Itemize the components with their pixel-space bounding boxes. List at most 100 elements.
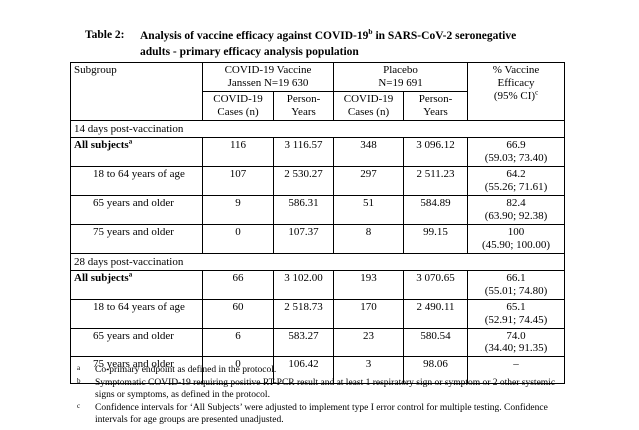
placebo-cases-cell: 348	[333, 136, 405, 167]
table-title-text: Analysis of vaccine efficacy against COV…	[140, 27, 535, 60]
header-placebo-group: Placebo N=19 691	[333, 62, 469, 92]
vaccine-cases-cell: 0	[202, 223, 274, 254]
table-title-label: Table 2:	[85, 29, 125, 41]
vaccine-cases-cell: 9	[202, 194, 274, 225]
vaccine-person-years-cell: 2 518.73	[272, 298, 335, 329]
efficacy-ci: (55.01; 74.80)	[484, 284, 548, 297]
section-row-14-days: 14 days post-vaccination	[69, 119, 566, 138]
header-placebo-cases: COVID-19 Cases (n)	[333, 90, 405, 121]
table-row-65-older-28d: 65 years and older 6 583.27 23 580.54 74…	[70, 327, 566, 358]
header-vaccine-efficacy-superscript: c	[535, 88, 539, 97]
efficacy-cell: 66.9 (59.03; 73.40)	[467, 136, 566, 167]
header-vaccine-person-years: Person- Years	[272, 90, 335, 121]
vaccine-cases-cell: 0	[202, 356, 274, 385]
footnote-marker: c	[77, 401, 81, 410]
efficacy-value: 65.1	[506, 300, 526, 313]
table-title: Table 2: Analysis of vaccine efficacy ag…	[85, 27, 535, 60]
section-title: 14 days post-vaccination	[69, 119, 566, 138]
table-row-18-64-28d: 18 to 64 years of age 60 2 518.73 170 2 …	[70, 298, 566, 329]
header-vaccine-efficacy-text: % Vaccine Efficacy (95% CI)	[492, 64, 540, 102]
efficacy-ci: (52.91; 74.45)	[484, 313, 548, 326]
footnote-text: Confidence intervals for ‘All Subjects’ …	[95, 402, 548, 425]
footnote-c: c Confidence intervals for ‘All Subjects…	[75, 401, 575, 427]
efficacy-cell: 74.0 (34.40; 91.35)	[467, 327, 566, 358]
footnote-marker: b	[77, 376, 81, 385]
header-placebo-person-years: Person- Years	[403, 90, 469, 121]
efficacy-ci: (34.40; 91.35)	[484, 342, 548, 355]
row-label: 65 years and older	[70, 327, 203, 358]
vaccine-person-years-cell: 107.37	[272, 223, 335, 254]
efficacy-ci: (59.03; 73.40)	[484, 151, 548, 164]
table-row-18-64-14d: 18 to 64 years of age 107 2 530.27 297 2…	[70, 165, 566, 196]
placebo-person-years-cell: 2 511.23	[403, 165, 469, 196]
table-row-65-older-14d: 65 years and older 9 586.31 51 584.89 82…	[70, 194, 566, 225]
placebo-person-years-cell: 2 490.11	[403, 298, 469, 329]
footnotes: a Co-primary endpoint as defined in the …	[75, 364, 575, 428]
efficacy-cell: –	[467, 356, 566, 385]
efficacy-cell: 64.2 (55.26; 71.61)	[467, 165, 566, 196]
efficacy-ci: (55.26; 71.61)	[484, 180, 548, 193]
footnote-text: Symptomatic COVID-19 requiring positive …	[95, 377, 556, 400]
placebo-cases-cell: 3	[333, 356, 405, 385]
vaccine-person-years-cell: 3 102.00	[272, 269, 335, 300]
vaccine-cases-cell: 60	[202, 298, 274, 329]
placebo-person-years-cell: 98.06	[403, 356, 469, 385]
row-label: 65 years and older	[70, 194, 203, 225]
efficacy-value: –	[513, 358, 519, 371]
row-label: 75 years and older	[70, 223, 203, 254]
footnote-b: b Symptomatic COVID-19 requiring positiv…	[75, 376, 575, 402]
footnote-text: Co-primary endpoint as defined in the pr…	[95, 365, 277, 375]
row-label-superscript: a	[128, 137, 133, 146]
efficacy-value: 74.0	[506, 329, 526, 342]
vaccine-cases-cell: 66	[202, 269, 274, 300]
placebo-cases-cell: 8	[333, 223, 405, 254]
placebo-person-years-cell: 99.15	[403, 223, 469, 254]
row-label: 18 to 64 years of age	[70, 165, 203, 196]
footnote-marker: a	[77, 364, 81, 372]
placebo-cases-cell: 51	[333, 194, 405, 225]
efficacy-value: 66.1	[506, 271, 526, 284]
placebo-cases-cell: 23	[333, 327, 405, 358]
row-label: 75 years and older	[70, 356, 203, 385]
section-title: 28 days post-vaccination	[69, 252, 566, 271]
efficacy-cell: 66.1 (55.01; 74.80)	[467, 269, 566, 300]
header-vaccine-efficacy: % Vaccine Efficacy (95% CI)c	[467, 62, 566, 121]
efficacy-cell: 100 (45.90; 100.00)	[467, 223, 566, 254]
vaccine-person-years-cell: 3 116.57	[272, 136, 335, 167]
row-label: All subjectsa	[70, 269, 203, 300]
header-vaccine-cases: COVID-19 Cases (n)	[202, 90, 274, 121]
efficacy-value: 100	[507, 225, 525, 238]
table-row-all-subjects-28d: All subjectsa 66 3 102.00 193 3 070.65 6…	[70, 269, 566, 300]
row-label-text: All subjects	[74, 271, 129, 284]
row-label: All subjectsa	[70, 136, 203, 167]
placebo-cases-cell: 170	[333, 298, 405, 329]
table-title-superscript: b	[368, 27, 373, 36]
placebo-person-years-cell: 3 096.12	[403, 136, 469, 167]
efficacy-table: Subgroup COVID-19 Vaccine Janssen N=19 6…	[69, 62, 566, 385]
vaccine-person-years-cell: 2 530.27	[272, 165, 335, 196]
placebo-cases-cell: 193	[333, 269, 405, 300]
efficacy-value: 82.4	[506, 196, 526, 209]
placebo-cases-cell: 297	[333, 165, 405, 196]
header-vaccine-group: COVID-19 Vaccine Janssen N=19 630	[201, 62, 335, 92]
vaccine-person-years-cell: 586.31	[272, 194, 335, 225]
efficacy-value: 64.2	[506, 167, 526, 180]
efficacy-ci: (45.90; 100.00)	[481, 238, 551, 251]
efficacy-value: 66.9	[506, 138, 526, 151]
efficacy-ci: (63.90; 92.38)	[484, 209, 548, 222]
header-subgroup: Subgroup	[70, 62, 203, 121]
table-title-part1: Analysis of vaccine efficacy against COV…	[140, 29, 369, 42]
efficacy-cell: 82.4 (63.90; 92.38)	[467, 194, 566, 225]
placebo-person-years-cell: 3 070.65	[403, 269, 469, 300]
header-group-row: Subgroup COVID-19 Vaccine Janssen N=19 6…	[70, 62, 566, 121]
footnote-a: a Co-primary endpoint as defined in the …	[75, 364, 575, 377]
table-row-75-older-14d: 75 years and older 0 107.37 8 99.15 100(…	[70, 223, 566, 254]
row-label-text: All subjects	[74, 138, 129, 151]
vaccine-person-years-cell: 583.27	[272, 327, 335, 358]
table-title-part2: in SARS-CoV-2 seronegative adults - prim…	[140, 29, 517, 58]
vaccine-person-years-cell: 106.42	[272, 356, 335, 385]
section-row-28-days: 28 days post-vaccination	[69, 252, 566, 271]
table-row-all-subjects-14d: All subjectsa 116 3 116.57 348 3 096.12 …	[70, 136, 566, 167]
table-row-75-older-28d: 75 years and older 0 106.42 3 98.06 –	[70, 356, 566, 385]
